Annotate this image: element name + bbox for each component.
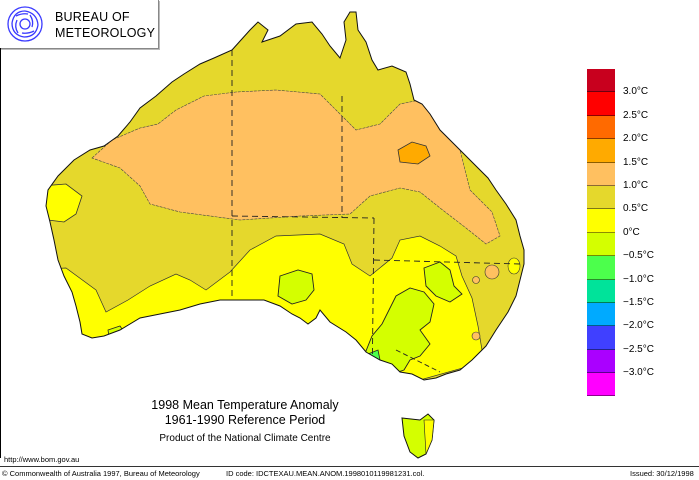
- legend-label: 1.0°C: [623, 180, 649, 191]
- legend-swatch: [587, 185, 615, 210]
- legend-label: 2.0°C: [623, 133, 649, 145]
- legend-swatch: [587, 279, 615, 303]
- logo-line2: METEOROLOGY: [55, 26, 156, 40]
- temperature-legend: [587, 69, 615, 397]
- legend-label: −2.0°C: [623, 320, 654, 332]
- logo-line1: BUREAU OF: [55, 10, 130, 24]
- map-titles: 1998 Mean Temperature Anomaly 1961-1990 …: [100, 398, 390, 446]
- bom-url-link[interactable]: http://www.bom.gov.au: [4, 455, 80, 464]
- legend-swatch: [587, 162, 615, 186]
- legend-label: 3.0°C: [623, 86, 649, 98]
- map-title: 1998 Mean Temperature Anomaly: [151, 398, 339, 412]
- legend-swatch: [587, 69, 615, 93]
- legend-label: 1.5°C: [623, 156, 649, 168]
- product-credit: Product of the National Climate Centre: [159, 433, 331, 444]
- legend-swatch: [587, 349, 615, 374]
- legend-swatch: [587, 232, 615, 257]
- legend-swatch: [587, 139, 615, 163]
- legend-label: 2.5°C: [623, 109, 649, 121]
- legend-label: −1.5°C: [623, 297, 654, 308]
- legend-swatch: [587, 302, 615, 327]
- legend-swatch: [587, 115, 615, 140]
- legend-label: −3.0°C: [623, 367, 654, 379]
- legend-swatch: [587, 256, 615, 280]
- legend-label: −0.5°C: [623, 250, 654, 262]
- legend-label: 0°C: [623, 226, 640, 238]
- bom-swirl-icon: [7, 6, 43, 42]
- map-subtitle: 1961-1990 Reference Period: [164, 413, 326, 427]
- legend-swatch: [587, 92, 615, 116]
- legend-swatch: [587, 209, 615, 233]
- issued-date: Issued: 30/12/1998: [630, 469, 694, 478]
- legend-swatch: [587, 326, 615, 350]
- copyright-text: © Commonwealth of Australia 1997, Bureau…: [2, 469, 200, 478]
- left-border: [0, 48, 1, 458]
- legend-swatch: [587, 373, 615, 397]
- legend-label: −2.5°C: [623, 343, 654, 355]
- bom-logo[interactable]: BUREAU OF METEOROLOGY: [0, 0, 159, 49]
- legend-label: 0.5°C: [623, 203, 649, 215]
- legend-label: −1.0°C: [623, 273, 654, 285]
- footer-divider: [0, 466, 699, 467]
- bom-logo-text: BUREAU OF METEOROLOGY: [55, 9, 155, 41]
- id-code: ID code: IDCTEXAU.MEAN.ANOM.199801011998…: [226, 469, 425, 478]
